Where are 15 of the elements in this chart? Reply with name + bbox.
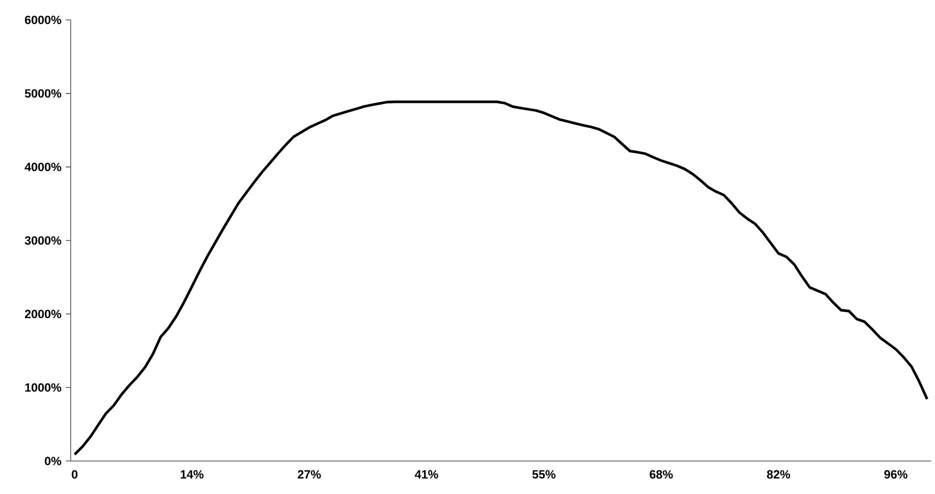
- y-tick-label: 4000%: [24, 162, 62, 172]
- x-tick-label: 55%: [532, 470, 556, 479]
- y-tick-label: 2000%: [24, 310, 62, 318]
- y-tick-label: 6000%: [24, 16, 62, 24]
- y-tick-label: 5000%: [24, 89, 62, 98]
- x-tick-label: 68%: [650, 470, 673, 479]
- x-tick-label: 0: [72, 470, 78, 479]
- x-tick-label: 82%: [766, 470, 790, 479]
- y-tick-label: 0%: [44, 456, 62, 466]
- y-tick-label: 1000%: [25, 383, 62, 392]
- x-tick-label: 96%: [884, 470, 908, 479]
- x-tick-label: 27%: [298, 470, 321, 479]
- x-tick-label: 41%: [414, 470, 438, 479]
- y-tick-label: 3000%: [24, 236, 62, 245]
- x-tick-label: 14%: [180, 470, 204, 479]
